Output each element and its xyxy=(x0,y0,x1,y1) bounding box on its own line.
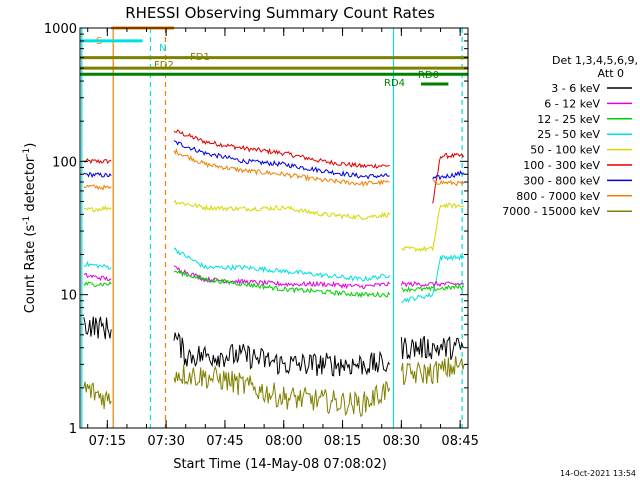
legend-entry-label: 12 - 25 keV xyxy=(537,113,600,126)
series-line xyxy=(432,170,465,181)
series-line xyxy=(83,158,112,165)
series-line xyxy=(173,140,390,180)
series-25-50-kev xyxy=(83,247,465,304)
plot-area: SNFD1FD2RD0RD4 xyxy=(79,26,468,428)
y-tick-label: 1000 xyxy=(44,22,77,37)
series-100-300-kev xyxy=(83,129,465,204)
series-line xyxy=(83,381,112,410)
y-axis-label: Count Rate (s-1 detector-1) xyxy=(22,143,38,314)
series-line xyxy=(401,202,465,253)
legend: Det 1,3,4,5,6,9,Att 0 3 - 6 keV 6 - 12 keV… xyxy=(502,54,638,218)
flag-label-rd0: RD0 xyxy=(418,70,439,81)
legend-entry-label: 100 - 300 keV xyxy=(523,159,600,172)
series-50-100-kev xyxy=(83,199,465,253)
legend-entry-label: 800 - 7000 keV xyxy=(516,190,600,203)
series-line xyxy=(173,247,391,282)
series-line xyxy=(432,179,465,187)
series-7000-15000-kev xyxy=(83,356,465,418)
legend-header-attenuator: Att 0 xyxy=(598,67,624,80)
y-tick-label: 1 xyxy=(69,422,77,437)
legend-entry-label: 6 - 12 keV xyxy=(544,97,600,110)
series-line xyxy=(83,171,112,179)
series-3-6-kev xyxy=(83,316,465,377)
x-tick-label: 07:15 xyxy=(89,434,126,449)
chart-title: RHESSI Observing Summary Count Rates xyxy=(125,4,435,22)
x-tick-label: 08:15 xyxy=(324,434,361,449)
series-line xyxy=(173,269,391,299)
x-axis-label: Start Time (14-May-08 07:08:02) xyxy=(173,457,387,472)
series-line xyxy=(401,283,465,293)
series-line xyxy=(432,152,465,204)
legend-entry-label: 50 - 100 keV xyxy=(530,144,600,157)
flag-label-n: N xyxy=(159,43,166,54)
series-line xyxy=(173,332,391,377)
series-line xyxy=(83,272,112,282)
x-tick-label: 07:30 xyxy=(147,434,184,449)
series-line xyxy=(83,281,112,287)
series-line xyxy=(173,148,390,188)
x-tick-label: 08:45 xyxy=(441,434,478,449)
x-tick-label: 07:45 xyxy=(206,434,243,449)
flag-label-fd2: FD2 xyxy=(154,60,174,71)
legend-entry-label: 300 - 800 keV xyxy=(523,174,600,187)
series-line xyxy=(173,129,390,169)
series-line xyxy=(400,280,465,288)
series-line xyxy=(400,335,465,360)
legend-entry-label: 7000 - 15000 keV xyxy=(502,205,600,218)
y-tick-label: 10 xyxy=(60,289,77,304)
legend-entry-label: 3 - 6 keV xyxy=(551,82,600,95)
footer-timestamp: 14-Oct-2021 13:54 xyxy=(560,469,636,478)
series-300-800-kev xyxy=(83,140,465,181)
axes: 1 10 100 1000 07:15 07:30 07:45 08:00 08:15 08:30… xyxy=(44,22,479,449)
series-line xyxy=(400,356,465,386)
x-tick-label: 08:00 xyxy=(265,434,302,449)
series-line xyxy=(83,316,112,340)
series-line xyxy=(401,253,465,304)
x-tick-label: 08:30 xyxy=(383,434,420,449)
series-line xyxy=(83,184,112,191)
series-800-7000-kev xyxy=(83,148,465,191)
flag-label-rd4: RD4 xyxy=(384,78,405,89)
legend-header-detectors: Det 1,3,4,5,6,9, xyxy=(552,54,638,67)
flag-label-fd1: FD1 xyxy=(190,52,210,63)
series-12-25-kev xyxy=(83,269,465,299)
plot-frame xyxy=(79,27,469,429)
series-line xyxy=(173,199,391,221)
series-line xyxy=(83,205,112,213)
y-tick-label: 100 xyxy=(52,155,77,170)
series-line xyxy=(83,260,112,270)
series-line xyxy=(173,364,391,418)
legend-entry-label: 25 - 50 keV xyxy=(537,128,600,141)
